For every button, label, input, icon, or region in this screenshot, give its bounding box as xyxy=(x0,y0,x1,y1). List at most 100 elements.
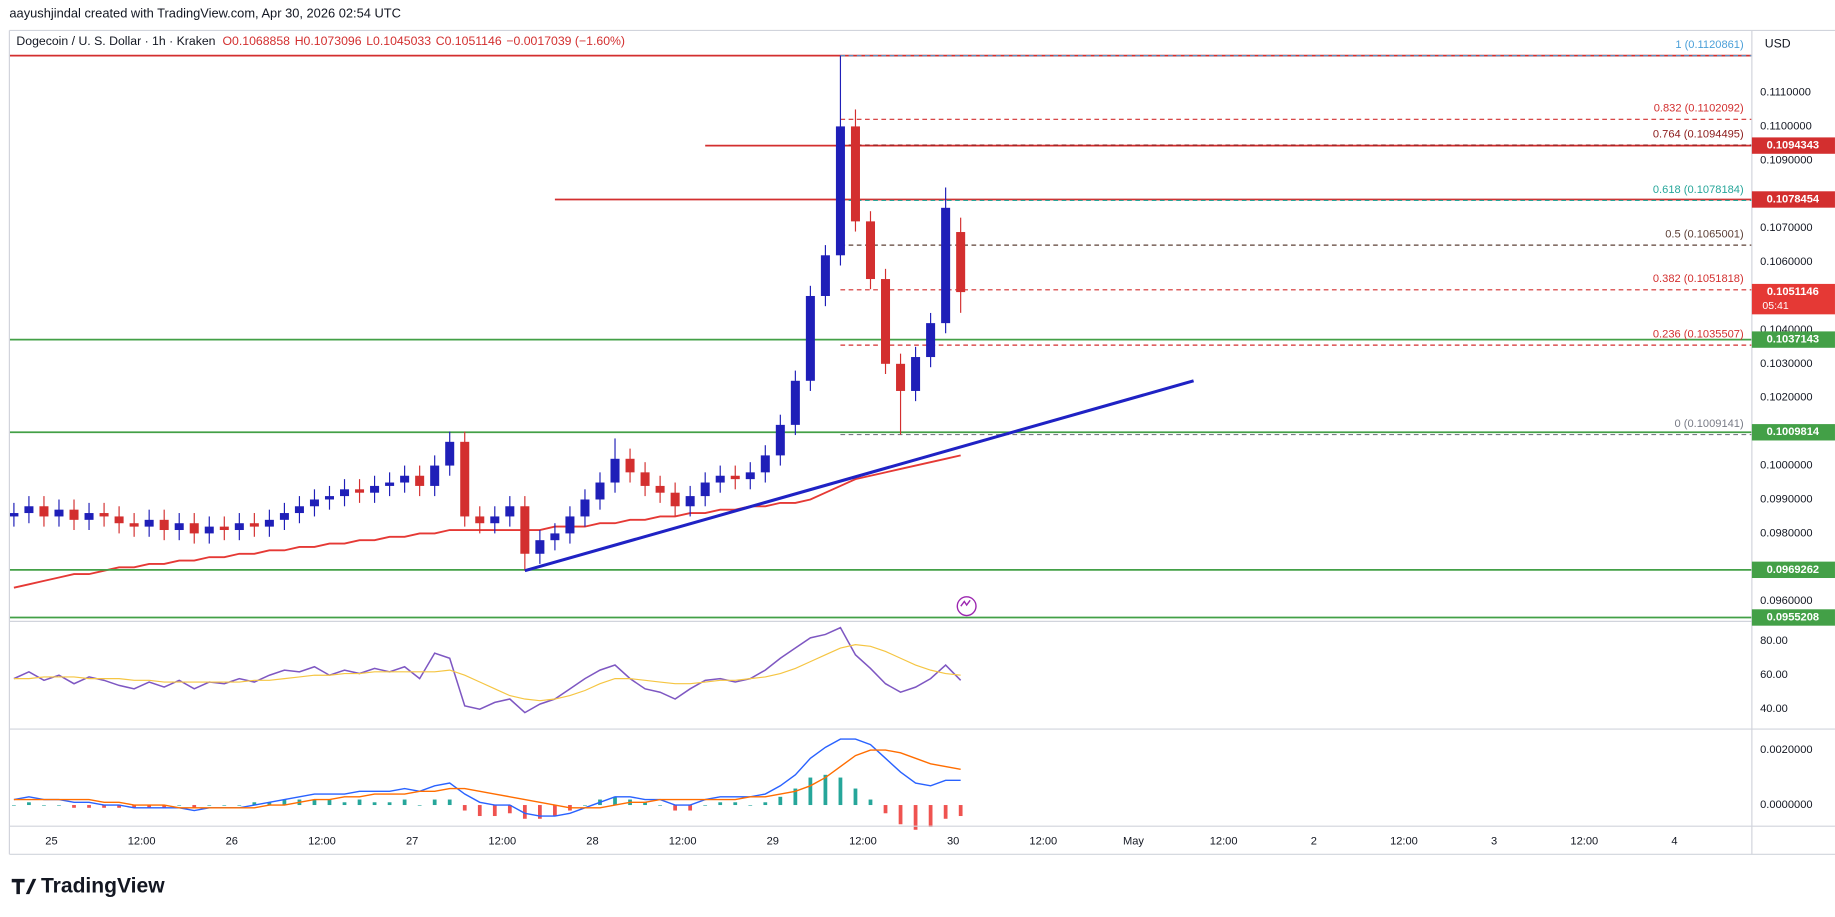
histogram-bar xyxy=(492,805,497,817)
histogram-bar xyxy=(147,805,152,808)
fib-label: 0.5 (0.1065001) xyxy=(1665,229,1744,241)
histogram-bar xyxy=(507,805,512,814)
candle-body xyxy=(775,424,785,456)
histogram-bar xyxy=(808,777,813,806)
candle-body xyxy=(941,207,951,324)
candle-body xyxy=(745,472,755,480)
candle-body xyxy=(370,485,380,493)
candle-body xyxy=(640,472,650,486)
histogram-bar xyxy=(613,796,617,806)
y-tick-label: 0.0960000 xyxy=(1760,595,1813,607)
histogram-bar xyxy=(733,802,738,806)
candle-body xyxy=(565,516,575,534)
price-badge xyxy=(1751,424,1835,441)
candle-body xyxy=(730,475,740,480)
histogram-bar xyxy=(87,805,91,808)
symbol-legend: Dogecoin / U. S. Dollar · 1h · Kraken O0.… xyxy=(16,34,625,48)
candle-body xyxy=(805,295,815,381)
histogram-bar xyxy=(673,805,678,811)
candle-body xyxy=(385,482,395,486)
histogram-bar xyxy=(417,805,422,806)
candle-body xyxy=(835,126,845,256)
y-tick-label: 80.00 xyxy=(1760,635,1788,647)
histogram-bar xyxy=(342,802,347,806)
candle-body xyxy=(279,513,289,520)
histogram-bar xyxy=(192,805,197,808)
histogram-bar xyxy=(793,788,798,806)
indicator-line xyxy=(13,626,962,714)
histogram-bar xyxy=(267,802,272,806)
histogram-bar xyxy=(237,805,242,806)
candle-body xyxy=(144,519,154,527)
moving-average xyxy=(13,454,961,589)
x-tick-label: 28 xyxy=(586,835,598,847)
brand-name: TradingView xyxy=(41,875,165,898)
histogram-bar xyxy=(207,805,212,806)
candle-body xyxy=(415,475,425,486)
axes-layer: 25 12:00 26 12:00 27 12:00 28 12:00 29 12:00 30 12:… xyxy=(8,29,1835,855)
candle-body xyxy=(820,255,830,296)
histogram-bar xyxy=(838,777,843,806)
candle-body xyxy=(24,506,34,514)
candle-body xyxy=(550,533,560,541)
histogram-bar xyxy=(357,799,362,806)
histogram-bar xyxy=(222,805,227,806)
histogram-bar xyxy=(282,799,287,806)
price-badge-label: 0.1078454 xyxy=(1767,193,1820,205)
fib-label: 0.832 (0.1102092) xyxy=(1654,103,1744,115)
fib-label: 0 (0.1009141) xyxy=(1675,418,1744,430)
candle-body xyxy=(670,492,680,507)
histogram-bar xyxy=(718,802,723,806)
candle-body xyxy=(685,496,695,507)
candle-body xyxy=(580,499,590,517)
candle-body xyxy=(309,499,319,507)
histogram-bar xyxy=(522,805,527,819)
brand-logo xyxy=(11,878,37,895)
candle-body xyxy=(520,506,530,554)
histogram-bar xyxy=(913,805,918,830)
fib-label: 1 (0.1120861) xyxy=(1675,39,1744,51)
candle-body xyxy=(324,496,334,500)
macd-line xyxy=(13,749,961,809)
histogram-bar xyxy=(432,799,437,806)
y-tick-label: 0.0990000 xyxy=(1760,493,1813,505)
y-tick-label: 0.0000000 xyxy=(1760,799,1813,811)
histogram-bar xyxy=(658,805,662,806)
histogram-bar xyxy=(958,805,963,817)
candle-body xyxy=(249,523,259,527)
candle-body xyxy=(294,506,304,514)
y-tick-label: 40.00 xyxy=(1760,703,1788,715)
candle-body xyxy=(219,526,229,531)
y-tick-label: 0.0020000 xyxy=(1760,744,1813,756)
candle-body xyxy=(896,363,906,391)
ohlc-high: H0.1073096 xyxy=(295,34,362,48)
histogram-bar xyxy=(42,805,46,806)
candle-body xyxy=(445,441,455,466)
x-tick-label: 27 xyxy=(406,835,418,847)
candle-body xyxy=(159,519,169,531)
candle-body xyxy=(54,509,64,517)
histogram-bar xyxy=(477,805,482,817)
candle-body xyxy=(400,475,410,483)
x-tick-label: 2 xyxy=(1311,835,1317,847)
histogram-bar xyxy=(538,805,542,819)
x-tick-label: 12:00 xyxy=(849,835,877,847)
x-tick-label: 12:00 xyxy=(669,835,697,847)
histogram-bar xyxy=(312,799,317,806)
price-badge xyxy=(1751,331,1835,348)
x-tick-label: 29 xyxy=(767,835,779,847)
candle-body xyxy=(174,523,184,531)
histogram-bar xyxy=(462,805,467,811)
y-tick-label: 0.0980000 xyxy=(1760,527,1813,539)
price-badge-label: 0.0955208 xyxy=(1767,611,1820,623)
event-icon[interactable] xyxy=(956,596,977,617)
price-badge-label: 0.1009814 xyxy=(1767,426,1820,438)
histogram-bar xyxy=(12,805,16,806)
y-tick-label: 0.1000000 xyxy=(1760,460,1813,472)
histogram-bar xyxy=(823,774,828,806)
candle-body xyxy=(430,465,440,486)
price-badge-label: 0.0969262 xyxy=(1767,564,1820,576)
x-tick-label: 12:00 xyxy=(1029,835,1057,847)
